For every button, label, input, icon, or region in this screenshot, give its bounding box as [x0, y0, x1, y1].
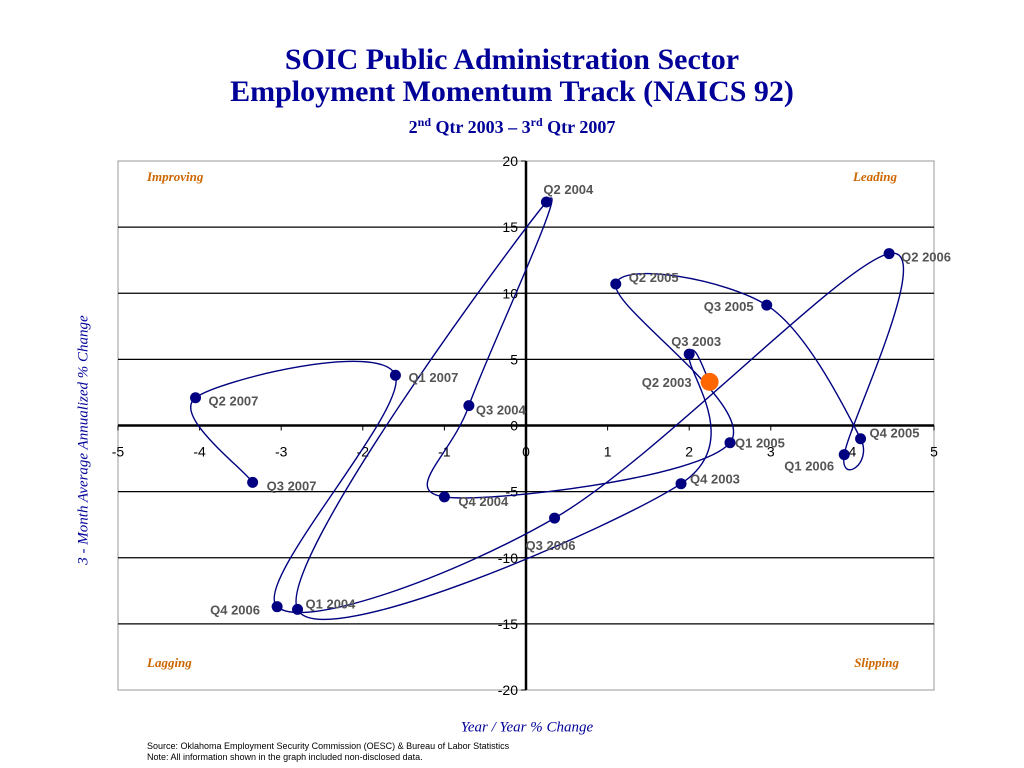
data-point — [292, 603, 304, 615]
quadrant-label-improving: Improving — [146, 169, 204, 184]
subtitle-end-suffix: rd — [530, 115, 543, 129]
data-point — [683, 348, 695, 360]
point-label: Q2 2004 — [543, 182, 594, 197]
point-label: Q2 2007 — [209, 394, 259, 409]
momentum-track-line — [190, 197, 905, 621]
x-tick-label: 2 — [685, 444, 693, 460]
data-point — [855, 433, 867, 445]
y-tick-label: -15 — [498, 616, 518, 632]
data-point — [549, 512, 561, 524]
data-point — [610, 278, 622, 290]
quadrant-label-leading: Leading — [852, 169, 898, 184]
point-label: Q3 2007 — [267, 478, 317, 493]
point-label: Q4 2004 — [458, 494, 509, 509]
subtitle-start-text: Qtr 2003 – — [431, 117, 522, 137]
subtitle-end-number: 3 — [521, 117, 531, 137]
point-label: Q1 2006 — [784, 459, 834, 474]
y-tick-label: 5 — [510, 351, 518, 367]
point-label: Q4 2005 — [870, 426, 920, 441]
title-line-2: Employment Momentum Track (NAICS 92) — [230, 75, 794, 108]
data-point — [463, 400, 475, 412]
point-label: Q1 2004 — [306, 596, 357, 611]
point-label: Q4 2003 — [690, 472, 740, 487]
subtitle-start-number: 2 — [408, 117, 418, 137]
point-label: Q3 2004 — [476, 403, 527, 418]
source-note: Source: Oklahoma Employment Security Com… — [147, 741, 510, 751]
x-tick-label: -5 — [112, 444, 125, 460]
quadrant-label-lagging: Lagging — [146, 655, 192, 670]
point-label: Q2 2005 — [629, 270, 679, 285]
x-tick-label: 5 — [930, 444, 938, 460]
data-point — [540, 196, 552, 208]
x-tick-label: -3 — [275, 444, 288, 460]
y-tick-label: -10 — [498, 550, 518, 566]
y-tick-label: 0 — [510, 418, 518, 434]
point-label: Q3 2003 — [671, 334, 721, 349]
point-label: Q1 2005 — [735, 436, 785, 451]
data-point — [438, 491, 450, 503]
point-label: Q4 2006 — [210, 603, 260, 618]
point-label: Q1 2007 — [408, 370, 458, 385]
footer-notes: Source: Oklahoma Employment Security Com… — [147, 741, 509, 763]
x-tick-label: -4 — [193, 444, 206, 460]
x-axis-title: Year / Year % Change — [460, 719, 594, 736]
y-tick-label: 15 — [502, 219, 518, 235]
x-tick-label: 4 — [849, 444, 857, 460]
y-tick-label: 20 — [502, 153, 518, 169]
y-axis-title: 3 - Month Average Annualized % Change — [75, 315, 92, 565]
x-tick-label: 0 — [522, 444, 530, 460]
x-tick-label: 1 — [604, 444, 612, 460]
current-position-marker — [700, 372, 719, 391]
chart-title: SOIC Public Administration Sector Employ… — [0, 44, 1024, 139]
x-tick-label: 3 — [767, 444, 775, 460]
data-point — [883, 248, 895, 260]
data-point — [190, 392, 202, 404]
y-tick-label: -20 — [498, 682, 518, 698]
data-point — [724, 437, 736, 449]
chart-subtitle: 2nd Qtr 2003 – 3rd Qtr 2007 — [0, 110, 1024, 139]
point-label: Q3 2006 — [526, 538, 576, 553]
title-line-1: SOIC Public Administration Sector — [284, 43, 740, 76]
subtitle-end-text: Qtr 2007 — [542, 117, 616, 137]
data-point — [389, 369, 401, 381]
data-point — [761, 299, 773, 311]
point-label: Q3 2005 — [704, 299, 754, 314]
data-point — [247, 476, 259, 488]
x-tick-label: -2 — [357, 444, 370, 460]
quadrant-label-slipping: Slipping — [854, 655, 899, 670]
subtitle-start-suffix: nd — [417, 115, 431, 129]
data-point — [675, 478, 687, 490]
data-point — [271, 601, 283, 613]
disclosure-note: Note: All information shown in the graph… — [147, 752, 423, 762]
point-label: Q2 2003 — [642, 375, 692, 390]
point-label: Q2 2006 — [901, 250, 951, 265]
data-point — [838, 449, 850, 461]
